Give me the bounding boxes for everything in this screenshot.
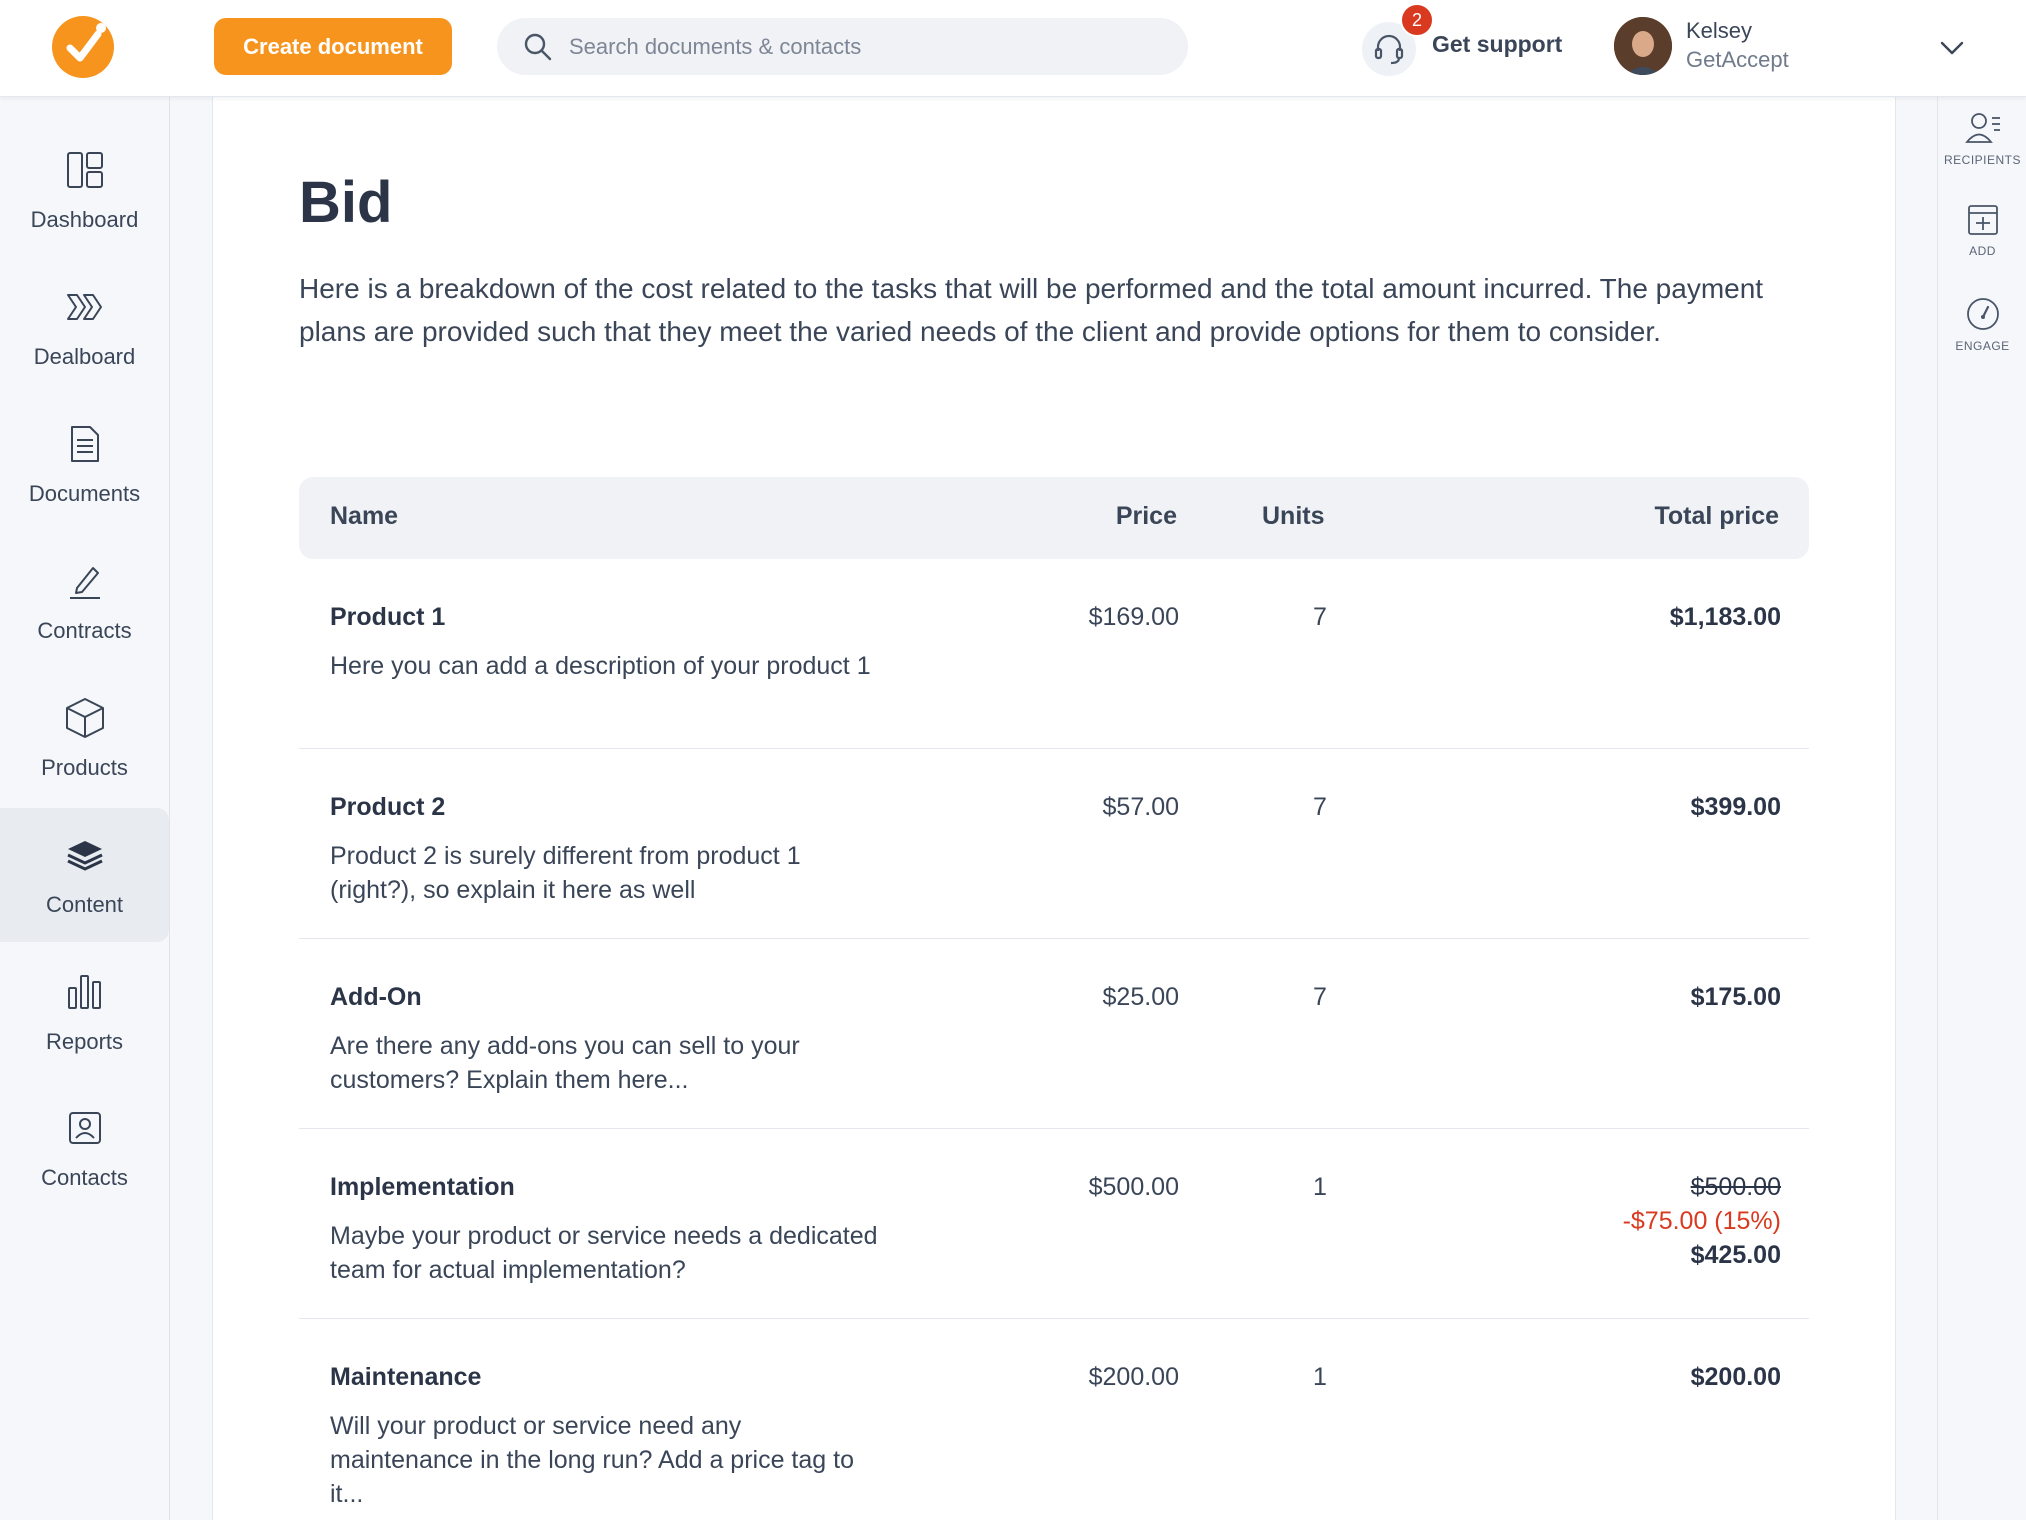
user-organization: GetAccept	[1686, 47, 1789, 72]
product-description: Here you can add a description of your p…	[330, 652, 871, 680]
recipients-button[interactable]: RECIPIENTS	[1938, 109, 2026, 167]
product-total: $1,183.00	[1669, 603, 1781, 631]
create-document-button[interactable]: Create document	[214, 18, 452, 75]
product-name: Product 1	[330, 603, 446, 631]
contact-card-icon	[62, 1105, 108, 1151]
sidebar-item-label: Reports	[45, 1029, 124, 1054]
product-description: Are there any add-ons you can sell to yo…	[330, 1032, 800, 1094]
sidebar-item-label: Content	[45, 892, 124, 917]
user-name: Kelsey	[1686, 18, 1753, 43]
table-row[interactable]: Maintenance Will your product or service…	[299, 1319, 1809, 1509]
column-header-name: Name	[330, 502, 399, 530]
sidebar-item-label: Contacts	[41, 1165, 128, 1190]
pen-icon	[62, 558, 108, 604]
column-header-units: Units	[1262, 502, 1325, 530]
product-total: $425.00	[1690, 1241, 1781, 1269]
product-total: $399.00	[1690, 793, 1781, 821]
product-name: Product 2	[330, 793, 446, 821]
sidebar-item-content[interactable]: Content	[0, 808, 169, 942]
column-header-total: Total price	[1654, 502, 1779, 530]
table-row[interactable]: Implementation Maybe your product or ser…	[299, 1129, 1809, 1319]
product-total: $200.00	[1690, 1363, 1781, 1391]
product-units: 1	[1313, 1173, 1327, 1201]
sidebar-item-label: Products	[41, 755, 128, 780]
dashboard-icon	[62, 147, 108, 193]
engage-button[interactable]: ENGAGE	[1938, 295, 2026, 353]
box-icon	[62, 695, 108, 741]
user-avatar[interactable]	[1614, 17, 1672, 75]
table-row[interactable]: Product 1 Here you can add a description…	[299, 559, 1809, 749]
product-price: $200.00	[1088, 1363, 1179, 1391]
get-support-link[interactable]: Get support	[1432, 31, 1563, 57]
support-notification-badge: 2	[1400, 3, 1434, 37]
document-icon	[62, 421, 108, 467]
product-price: $169.00	[1088, 603, 1179, 631]
recipients-icon	[1964, 113, 2000, 143]
product-description: Product 2 is surely different from produ…	[330, 842, 801, 904]
product-price: $57.00	[1102, 793, 1179, 821]
discount-amount: -$75.00 (15%)	[1622, 1207, 1781, 1235]
product-description: Maybe your product or service needs a de…	[330, 1222, 878, 1284]
product-price: $25.00	[1102, 983, 1179, 1011]
product-name: Implementation	[330, 1173, 515, 1201]
product-units: 7	[1313, 983, 1327, 1011]
dealboard-icon	[62, 284, 108, 330]
sidebar-item-label: Dealboard	[33, 344, 136, 369]
sidebar-item-label: Documents	[28, 481, 141, 506]
right-panel-label: ENGAGE	[1955, 339, 2010, 353]
product-price: $500.00	[1088, 1173, 1179, 1201]
page-title[interactable]: Bid	[299, 170, 393, 235]
search-bar[interactable]	[497, 18, 1188, 75]
sidebar-item-contacts[interactable]: Contacts	[0, 1081, 169, 1215]
sidebar-item-label: Dashboard	[30, 207, 139, 232]
right-panel-label: RECIPIENTS	[1943, 153, 2021, 167]
right-panel-label: ADD	[1969, 244, 1996, 258]
search-input[interactable]	[569, 33, 1129, 60]
right-panel: RECIPIENTS ADD ENGAGE	[1937, 97, 2026, 1520]
original-total: $500.00	[1690, 1173, 1781, 1201]
table-row[interactable]: Add-On Are there any add-ons you can sel…	[299, 939, 1809, 1129]
intro-paragraph[interactable]: Here is a breakdown of the cost related …	[299, 273, 1764, 347]
bar-chart-icon	[62, 969, 108, 1015]
document-canvas: Bid Here is a breakdown of the cost rela…	[212, 97, 1896, 1520]
table-row[interactable]: Product 2 Product 2 is surely different …	[299, 749, 1809, 939]
product-units: 7	[1313, 603, 1327, 631]
column-header-price: Price	[1115, 502, 1177, 530]
sidebar-item-products[interactable]: Products	[0, 671, 169, 805]
sidebar-item-contracts[interactable]: Contracts	[0, 534, 169, 668]
search-icon	[524, 33, 552, 60]
gauge-icon	[1966, 298, 1999, 330]
sidebar-item-dashboard[interactable]: Dashboard	[0, 123, 169, 257]
product-name: Maintenance	[330, 1363, 482, 1391]
left-sidebar: Dashboard Dealboard Documents Contracts …	[0, 97, 170, 1520]
product-name: Add-On	[330, 983, 422, 1011]
product-description: Will your product or service need any ma…	[330, 1412, 854, 1508]
sidebar-item-dealboard[interactable]: Dealboard	[0, 260, 169, 394]
chevron-down-icon[interactable]	[1938, 34, 1966, 62]
sidebar-item-label: Contracts	[37, 618, 132, 643]
top-bar: Create document 2 Get support Kelsey Get…	[0, 0, 2026, 97]
getaccept-logo-icon[interactable]	[52, 16, 114, 78]
sidebar-item-documents[interactable]: Documents	[0, 397, 169, 531]
sidebar-item-reports[interactable]: Reports	[0, 945, 169, 1079]
product-total: $175.00	[1690, 983, 1781, 1011]
product-units: 7	[1313, 793, 1327, 821]
add-button[interactable]: ADD	[1938, 202, 2026, 258]
product-units: 1	[1313, 1363, 1327, 1391]
add-block-icon	[1967, 205, 1998, 235]
pricing-table-header: Name Price Units Total price	[299, 477, 1809, 559]
layers-icon	[62, 832, 108, 878]
